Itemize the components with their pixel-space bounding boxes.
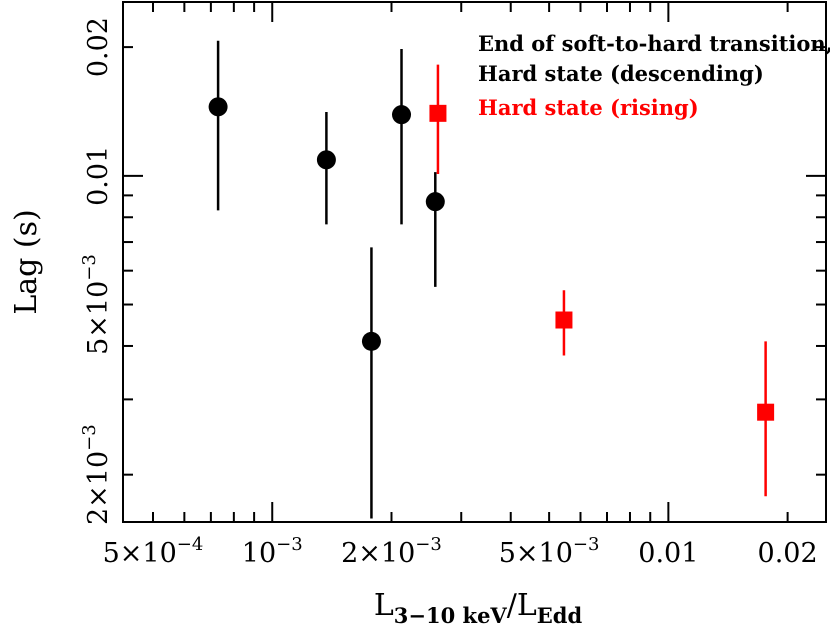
x-tick-label-3-exponent: −3 (573, 534, 600, 555)
x-tick-label-4-mantissa: 0.01 (638, 538, 698, 569)
x-tick-label-3: 5×10−3 (499, 534, 600, 569)
x-tick-label-4: 0.01 (638, 538, 698, 569)
x-tick-label-2: 2×10−3 (341, 534, 442, 569)
x-tick-label-0: 5×10−4 (103, 534, 204, 569)
markers (208, 97, 775, 421)
series-2-point-3 (757, 403, 775, 421)
series-2-point-2 (555, 311, 573, 329)
x-tick-label-1-mantissa: 10 (242, 538, 276, 569)
series-2-point-1 (429, 104, 447, 122)
y-tick-label-0: 2×10−3 (79, 424, 114, 525)
series-1-point-4 (392, 105, 412, 125)
y-tick-label-1-mantissa: 5×10 (83, 281, 114, 355)
x-tick-label-5-mantissa: 0.02 (758, 538, 818, 569)
x-axis-title-base2: L (517, 588, 537, 623)
x-tick-label-3-mantissa: 5×10 (499, 538, 573, 569)
plot-frame (122, 1, 827, 523)
x-tick-label-0-exponent: −4 (177, 534, 204, 555)
series-1-point-3 (361, 331, 381, 351)
y-tick-label-1: 5×10−3 (79, 254, 114, 355)
series-1-point-2 (316, 150, 336, 170)
x-axis-title-base: L (374, 588, 394, 623)
legend-series-2: Hard state (rising) (478, 95, 699, 120)
x-tick-label-0-mantissa: 5×10 (103, 538, 177, 569)
y-tick-label-3: 0.02 (83, 17, 114, 77)
x-tick-label-5: 0.02 (758, 538, 818, 569)
x-axis-title: L3−10 keV/LEdd (374, 588, 583, 628)
x-axis-title-sep: / (507, 588, 518, 623)
y-tick-label-1-exponent: −3 (79, 254, 100, 281)
ticks (123, 2, 826, 522)
y-tick-label-2: 0.01 (83, 146, 114, 206)
error-bars (216, 40, 767, 519)
series-1-point-5 (425, 192, 445, 212)
y-tick-label-2-mantissa: 0.01 (83, 146, 114, 206)
x-tick-label-2-mantissa: 2×10 (341, 538, 415, 569)
legend-series-1-line-2: Hard state (descending) (478, 61, 764, 86)
y-tick-label-3-mantissa: 0.02 (83, 17, 114, 77)
x-tick-label-1: 10−3 (242, 534, 303, 569)
x-tick-label-2-exponent: −3 (415, 534, 442, 555)
tick-labels: 5×10−4 10−3 2×10−3 5×10−3 0.01 0.022×10−35×10… (79, 17, 818, 569)
x-axis-title-sub2: Edd (537, 603, 583, 628)
y-tick-label-0-mantissa: 2×10 (83, 451, 114, 525)
y-axis-title: Lag (s) (9, 209, 44, 314)
y-tick-label-0-exponent: −3 (79, 424, 100, 451)
x-tick-label-1-exponent: −3 (276, 534, 303, 555)
legend-series-1-line-1: End of soft-to-hard transition, (478, 31, 830, 56)
legend: End of soft-to-hard transition, Hard sta… (478, 31, 830, 120)
x-axis-title-sub: 3−10 keV (394, 603, 508, 628)
series-1-point-1 (208, 97, 228, 117)
